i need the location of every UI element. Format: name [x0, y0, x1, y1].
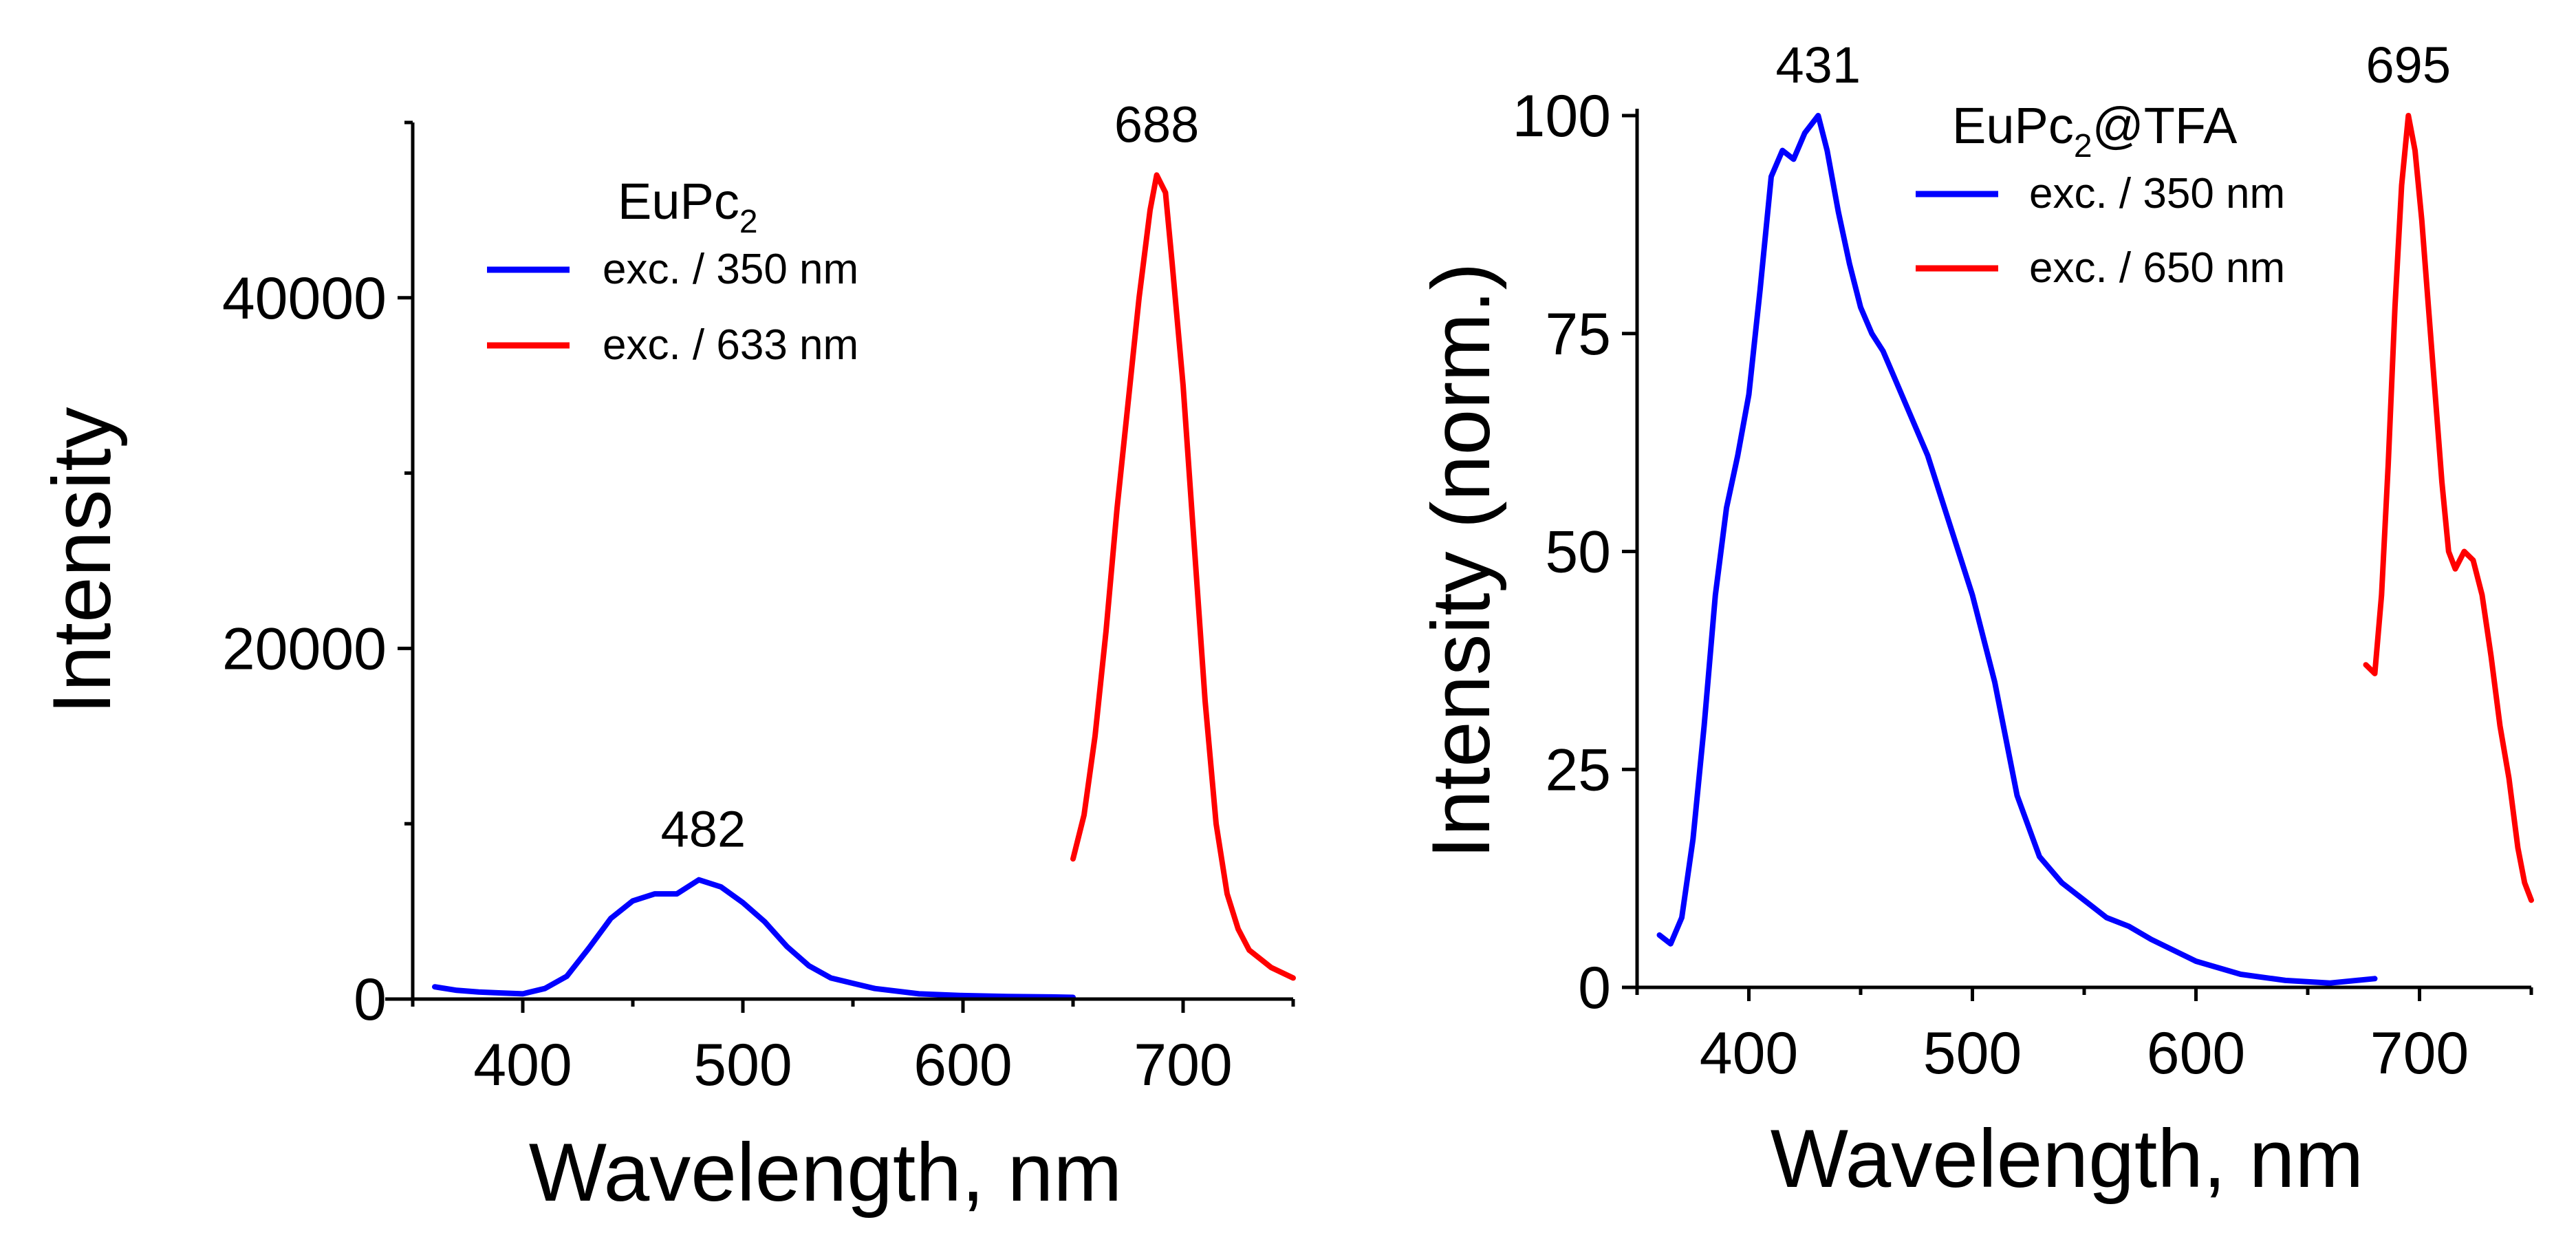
right-y-axis-title: Intensity (norm.) [1415, 263, 1507, 859]
left-legend-title: EuPc2 [618, 173, 758, 240]
left-legend: EuPc2 exc. / 350 nm exc. / 633 nm [487, 173, 858, 369]
left-x-axis-title: Wavelength, nm [529, 1126, 1123, 1219]
right-series-blue-line [1656, 113, 2378, 986]
right-legend-label-red: exc. / 650 nm [2029, 244, 2285, 292]
left-peak-label: 688 [1114, 96, 1199, 153]
left-series-red-line [1070, 172, 1296, 981]
left-axes: 400 500 600 700 0 20000 40000 [222, 120, 1295, 1098]
right-y-tick-label: 50 [1545, 519, 1611, 586]
chart-right: 400 500 600 700 0 25 50 75 100 Intensity (norm.)… [1415, 36, 2534, 1205]
right-x-tick-label: 500 [1923, 1020, 2022, 1086]
right-legend: EuPc2@TFA exc. / 350 nm exc. / 650 nm [1916, 97, 2285, 292]
left-legend-label-red: exc. / 633 nm [603, 321, 858, 369]
left-x-tick-label: 600 [913, 1032, 1013, 1098]
right-x-tick-label: 600 [2147, 1020, 2246, 1086]
chart-left: 400 500 600 700 0 20000 40000 Intensity Wavele… [36, 96, 1296, 1219]
left-peak-label: 482 [661, 801, 746, 858]
left-y-axis-title: Intensity [36, 407, 128, 715]
right-peak-label: 431 [1776, 36, 1861, 94]
left-x-tick-label: 700 [1134, 1032, 1233, 1098]
right-annotations: 431 695 [1776, 36, 2451, 94]
right-y-tick-label: 100 [1513, 83, 1612, 149]
right-x-tick-label: 700 [2370, 1020, 2469, 1086]
left-legend-label-blue: exc. / 350 nm [603, 246, 858, 293]
right-y-tick-label: 0 [1578, 955, 1611, 1021]
right-x-tick-label: 400 [1700, 1020, 1799, 1086]
right-peak-label: 695 [2366, 36, 2451, 94]
left-annotations: 482 688 [661, 96, 1200, 857]
right-y-tick-label: 75 [1545, 301, 1611, 367]
left-x-tick-label: 400 [473, 1032, 572, 1098]
right-legend-title: EuPc2@TFA [1952, 97, 2238, 164]
right-x-axis-title: Wavelength, nm [1771, 1113, 2364, 1205]
left-y-tick-label: 0 [354, 967, 387, 1033]
right-y-tick-label: 25 [1545, 737, 1611, 803]
right-legend-label-blue: exc. / 350 nm [2029, 170, 2285, 217]
left-x-tick-label: 500 [693, 1032, 792, 1098]
left-series-blue-line [432, 877, 1076, 1000]
right-axes: 400 500 600 700 0 25 50 75 100 [1513, 83, 2533, 1086]
left-y-tick-label: 20000 [222, 616, 387, 682]
right-series-red-line [2363, 113, 2534, 903]
left-series-group [432, 172, 1296, 1000]
left-y-tick-label: 40000 [222, 266, 387, 332]
right-series-group [1656, 113, 2534, 986]
